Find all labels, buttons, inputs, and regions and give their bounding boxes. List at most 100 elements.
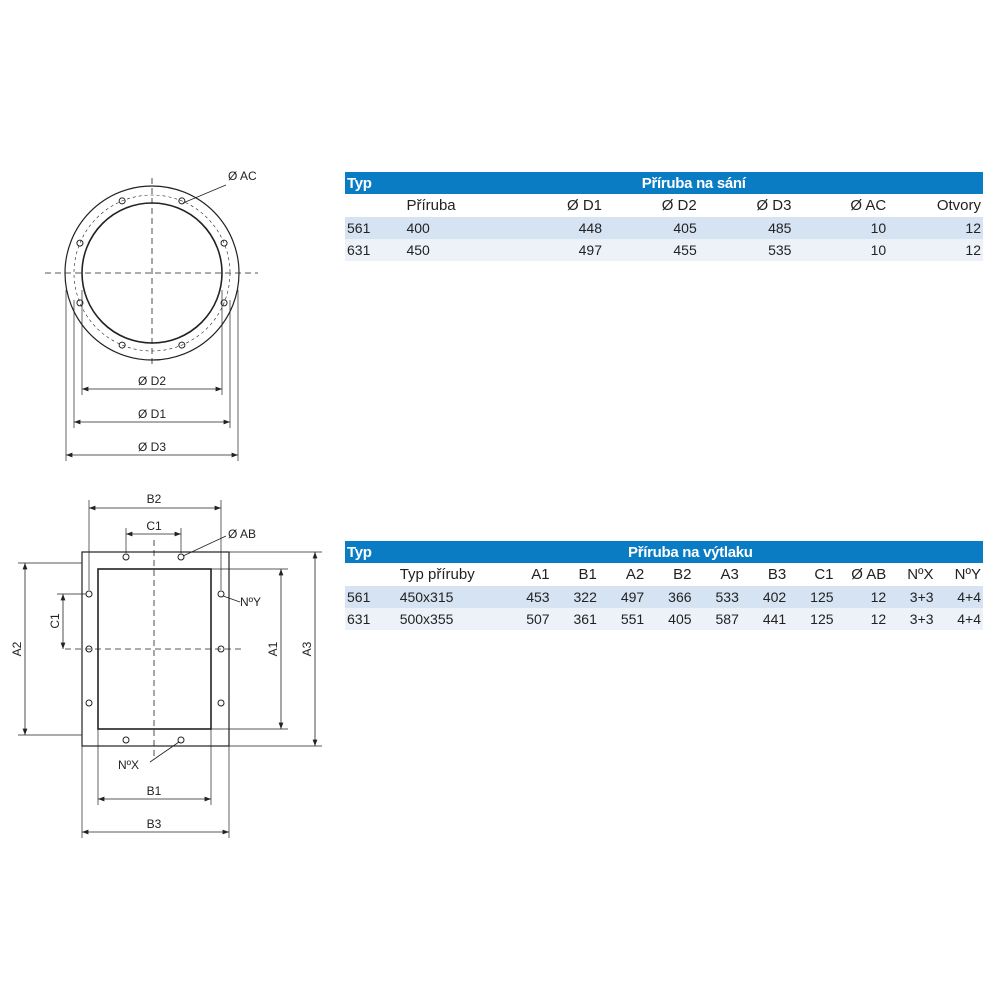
type-header: Typ bbox=[345, 172, 405, 194]
bolt-hole bbox=[85, 645, 93, 653]
table-row: 631 450 497 455 535 10 12 bbox=[345, 239, 983, 261]
table-cell: 402 bbox=[740, 586, 789, 608]
table-cell: 4+4 bbox=[935, 586, 983, 608]
b2-label: B2 bbox=[147, 492, 162, 506]
column-header: NºY bbox=[954, 566, 981, 583]
d2-label: Ø D2 bbox=[138, 374, 166, 388]
table-cell: 533 bbox=[693, 586, 741, 608]
b1-label: B1 bbox=[147, 784, 162, 798]
table-cell: 366 bbox=[646, 586, 694, 608]
d3-label: Ø D3 bbox=[138, 440, 166, 454]
table-cell: 12 bbox=[835, 586, 889, 608]
bolt-hole bbox=[178, 197, 186, 205]
a1-label: A1 bbox=[266, 641, 280, 656]
table-cell: 587 bbox=[693, 608, 741, 630]
outlet-flange-drawing bbox=[18, 500, 322, 838]
table-row: 561 400 448 405 485 10 12 bbox=[345, 217, 983, 239]
table-header-row: Typ Příruba na výtlaku bbox=[345, 541, 983, 563]
bolt-hole bbox=[178, 341, 186, 349]
bolt-holes bbox=[76, 197, 228, 349]
c1-side-label: C1 bbox=[48, 613, 62, 629]
bolt-hole bbox=[122, 553, 130, 561]
bolt-hole bbox=[217, 699, 225, 707]
table-cell: 125 bbox=[788, 586, 836, 608]
table-cell: 441 bbox=[740, 608, 789, 630]
d1-label: Ø D1 bbox=[138, 407, 166, 421]
table-cell: 500x355 bbox=[397, 608, 515, 630]
table-row: 631 500x355 507 361 551 405 587 441 125 12 3+3 4+4 bbox=[345, 608, 983, 630]
bolt-hole bbox=[118, 341, 126, 349]
column-header: Ø D2 bbox=[661, 197, 697, 214]
bolt-hole bbox=[217, 590, 225, 598]
table-cell: 361 bbox=[551, 608, 599, 630]
table-cell: 455 bbox=[604, 239, 699, 261]
bolt-hole bbox=[217, 645, 225, 653]
table-cell: 3+3 bbox=[888, 608, 936, 630]
bolt-holes bbox=[85, 553, 225, 744]
table-cell: 453 bbox=[514, 586, 552, 608]
column-header: B3 bbox=[767, 566, 787, 583]
intake-flange-table: Typ Příruba na sání Příruba Ø D1 Ø D2 Ø D3 Ø A… bbox=[345, 172, 983, 261]
bolt-hole bbox=[220, 299, 228, 307]
bolt-hole bbox=[76, 239, 84, 247]
table-title: Příruba na sání bbox=[404, 172, 983, 194]
table-cell: 497 bbox=[519, 239, 604, 261]
table-cell: 631 bbox=[345, 239, 405, 261]
column-header: Ø AB bbox=[851, 566, 887, 583]
column-header: B2 bbox=[673, 566, 692, 583]
column-header: B1 bbox=[578, 566, 597, 583]
ab-label: Ø AB bbox=[228, 527, 256, 541]
column-header-row: Typ příruby A1 B1 A2 B2 A3 B3 C1 Ø AB NºX NºY bbox=[345, 563, 983, 586]
table-cell: 322 bbox=[551, 586, 599, 608]
a3-label: A3 bbox=[300, 641, 314, 656]
column-header: NºX bbox=[907, 566, 934, 583]
table-cell: 125 bbox=[788, 608, 836, 630]
empty-header bbox=[345, 194, 404, 217]
table-cell: 405 bbox=[646, 608, 694, 630]
table-cell: 551 bbox=[598, 608, 647, 630]
table-cell: 4+4 bbox=[935, 608, 983, 630]
table-cell: 448 bbox=[519, 217, 604, 239]
table-cell: 507 bbox=[514, 608, 552, 630]
table-cell: 450 bbox=[404, 239, 520, 261]
table-cell: 497 bbox=[598, 586, 647, 608]
table-cell: 10 bbox=[793, 217, 889, 239]
flange-inner-rect bbox=[97, 568, 212, 730]
c1-top-label: C1 bbox=[146, 519, 162, 533]
ny-label: NºY bbox=[240, 595, 261, 609]
bolt-hole bbox=[177, 553, 185, 561]
bolt-hole bbox=[76, 299, 84, 307]
table-header-row: Typ Příruba na sání bbox=[345, 172, 983, 194]
column-header-row: Příruba Ø D1 Ø D2 Ø D3 Ø AC Otvory bbox=[345, 194, 983, 217]
table-row: 561 450x315 453 322 497 366 533 402 125 12 3+3 4+4 bbox=[345, 586, 983, 608]
a2-label: A2 bbox=[10, 641, 24, 656]
column-header: Příruba bbox=[406, 197, 456, 214]
table-cell: 561 bbox=[345, 217, 405, 239]
column-header: A3 bbox=[720, 566, 739, 583]
column-header: A1 bbox=[531, 566, 550, 583]
table-cell: 12 bbox=[888, 239, 983, 261]
bolt-hole bbox=[85, 590, 93, 598]
table-title: Příruba na výtlaku bbox=[397, 541, 983, 563]
table-cell: 450x315 bbox=[397, 586, 515, 608]
table-cell: 485 bbox=[698, 217, 794, 239]
bolt-hole bbox=[85, 699, 93, 707]
table-cell: 631 bbox=[345, 608, 398, 630]
table-cell: 3+3 bbox=[888, 586, 936, 608]
column-header: Ø AC bbox=[850, 197, 887, 214]
intake-flange-drawing bbox=[45, 178, 258, 461]
bolt-hole bbox=[118, 197, 126, 205]
column-header: Ø D3 bbox=[756, 197, 792, 214]
column-header: C1 bbox=[814, 566, 834, 583]
table-cell: 10 bbox=[793, 239, 889, 261]
table-cell: 12 bbox=[888, 217, 983, 239]
empty-header bbox=[345, 563, 398, 586]
column-header: Ø D1 bbox=[566, 197, 602, 214]
ac-label: Ø AC bbox=[228, 169, 257, 183]
column-header: Otvory bbox=[936, 197, 981, 214]
outlet-flange-table: Typ Příruba na výtlaku Typ příruby A1 B1 A2 B2… bbox=[345, 541, 983, 630]
table-cell: 12 bbox=[835, 608, 889, 630]
type-header: Typ bbox=[345, 541, 398, 563]
column-header: A2 bbox=[625, 566, 645, 583]
